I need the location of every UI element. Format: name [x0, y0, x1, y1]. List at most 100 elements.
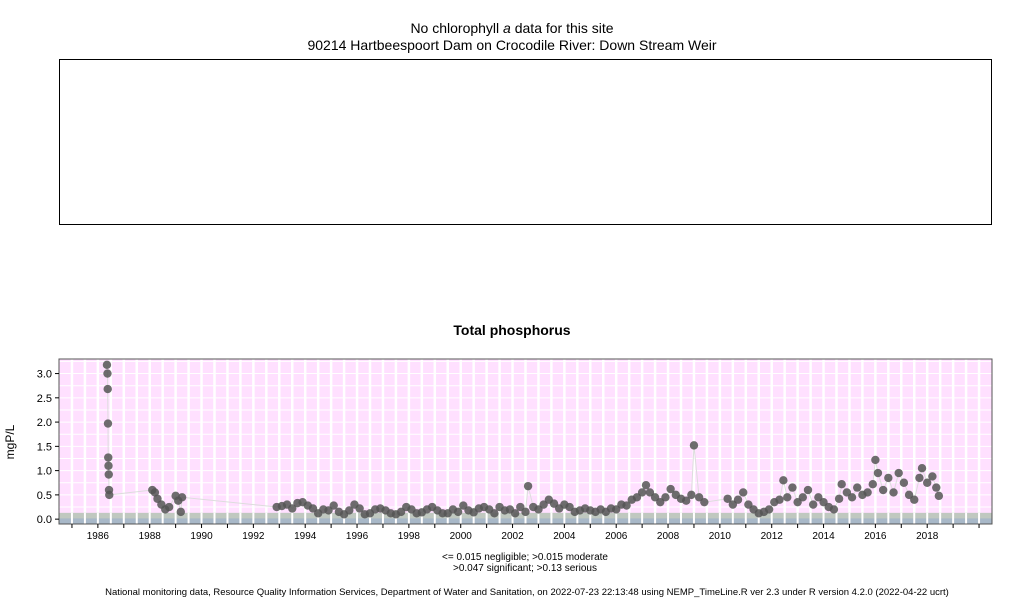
y-tick-label: 2.0: [37, 417, 52, 429]
data-point: [829, 505, 839, 514]
data-point: [775, 495, 784, 504]
x-tick-label: 1996: [346, 531, 369, 542]
data-point: [102, 360, 112, 370]
plot-border: [58, 358, 993, 525]
data-point: [622, 501, 631, 510]
y-tick-label: 1.0: [37, 466, 52, 478]
no-data-message: No chlorophyll a data for this site: [0, 20, 1024, 37]
data-point: [510, 509, 520, 518]
data-point: [915, 473, 924, 483]
data-point: [329, 501, 338, 510]
data-point: [868, 480, 877, 489]
phosphorus-chart: 0.0 0.5 1.0 1.5 2.0 2.5 3.0 1986 1988 1990 1992 199…: [3, 358, 993, 542]
y-tick-label: 2.5: [37, 393, 52, 405]
data-point: [177, 493, 187, 502]
data-point: [641, 480, 651, 490]
data-point: [863, 488, 872, 497]
data-point: [453, 507, 463, 517]
x-tick-label: 1992: [242, 531, 265, 542]
data-point: [345, 506, 354, 515]
x-tick-label: 2018: [916, 531, 939, 542]
y-tick-label: 3.0: [37, 369, 52, 381]
data-point: [871, 455, 880, 465]
y-axis-label: mgP/L: [3, 424, 17, 459]
data-point: [104, 470, 113, 479]
data-point: [723, 494, 732, 503]
chart-title: Total phosphorus: [453, 322, 571, 338]
data-point: [884, 473, 893, 483]
data-point: [733, 495, 743, 504]
data-point: [103, 369, 112, 378]
data-point: [689, 441, 699, 450]
data-point: [834, 494, 844, 503]
y-tick-label: 0.0: [37, 514, 52, 526]
data-point: [150, 488, 160, 497]
data-point: [355, 504, 364, 513]
data-point: [103, 419, 113, 428]
data-point: [853, 483, 862, 492]
data-point: [788, 483, 797, 492]
x-tick-label: 2006: [605, 531, 628, 542]
data-point: [899, 478, 909, 487]
data-point: [764, 505, 774, 514]
data-point: [700, 497, 709, 507]
data-point: [808, 500, 818, 509]
x-tick-label: 2002: [501, 531, 524, 542]
data-point: [105, 490, 114, 500]
data-point: [928, 472, 937, 481]
data-point: [934, 491, 944, 501]
site-header: No chlorophyll a data for this site 9021…: [0, 20, 1024, 54]
data-point: [176, 507, 186, 517]
data-point: [932, 483, 941, 492]
data-point: [637, 488, 647, 497]
data-point: [889, 488, 898, 497]
threshold-note-line1: <= 0.015 negligible; >0.015 moderate: [442, 552, 608, 563]
x-tick-label: 2004: [553, 531, 576, 542]
data-point: [104, 453, 113, 462]
data-point: [103, 384, 112, 394]
data-point: [837, 480, 846, 489]
data-point: [681, 496, 691, 505]
data-point: [873, 468, 883, 478]
data-point: [878, 485, 888, 495]
x-tick-label: 1986: [87, 531, 110, 542]
data-point: [666, 484, 675, 494]
site-name: 90214 Hartbeespoort Dam on Crocodile Riv…: [307, 37, 717, 53]
empty-chlorophyll-panel: [59, 59, 992, 225]
data-point: [104, 461, 113, 470]
data-point: [523, 481, 533, 491]
data-point: [783, 493, 792, 502]
y-tick-label: 1.5: [37, 441, 52, 453]
data-point: [490, 509, 499, 518]
x-tick-label: 2012: [761, 531, 784, 542]
data-point: [847, 493, 857, 502]
x-tick-label: 2010: [709, 531, 732, 542]
data-point: [917, 463, 927, 473]
credit-footer: National monitoring data, Resource Quali…: [105, 587, 949, 598]
x-tick-label: 1998: [398, 531, 421, 542]
threshold-note: <= 0.015 negligible; >0.015 moderate >0.…: [0, 552, 1024, 574]
no-data-italic: a: [503, 20, 511, 36]
data-point: [894, 468, 903, 478]
data-point: [521, 507, 530, 517]
x-tick-label: 2016: [864, 531, 887, 542]
data-point: [288, 504, 297, 513]
data-point: [798, 493, 808, 502]
x-tick-label: 2008: [657, 531, 680, 542]
data-point: [739, 488, 748, 497]
data-point: [923, 478, 932, 487]
data-point: [661, 493, 670, 502]
data-point: [779, 476, 788, 485]
no-data-suffix: data for this site: [514, 20, 614, 36]
data-point: [803, 485, 813, 495]
y-tick-label: 0.5: [37, 490, 52, 502]
plot-area: 0.0 0.5 1.0 1.5 2.0 2.5 3.0 1986 1988 1990 1992 199…: [37, 358, 993, 542]
x-tick-label: 1994: [294, 531, 317, 542]
x-tick-label: 1990: [190, 531, 213, 542]
data-point: [910, 495, 919, 504]
threshold-note-line2: >0.047 significant; >0.13 serious: [453, 563, 597, 574]
x-tick-label: 2014: [812, 531, 835, 542]
x-tick-label: 1988: [139, 531, 162, 542]
x-tick-label: 2000: [450, 531, 473, 542]
no-data-prefix: No chlorophyll: [410, 20, 500, 36]
